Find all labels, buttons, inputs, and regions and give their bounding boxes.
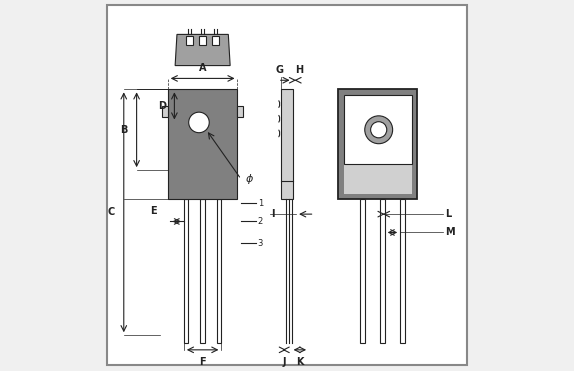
Bar [200, 200, 205, 342]
Bar [400, 200, 405, 342]
Bar [212, 36, 219, 45]
Circle shape [371, 122, 387, 138]
Bar [360, 200, 364, 342]
Bar [281, 89, 293, 200]
Bar [344, 95, 412, 164]
Bar [217, 200, 222, 342]
Text: 1: 1 [258, 198, 263, 208]
Text: I: I [271, 209, 274, 219]
Bar [344, 164, 412, 194]
Text: A: A [199, 63, 207, 73]
Bar [238, 106, 243, 117]
Text: L: L [445, 209, 451, 219]
Bar [168, 89, 238, 200]
Circle shape [189, 112, 210, 133]
Bar [199, 36, 206, 45]
Text: C: C [107, 207, 115, 217]
Text: 2: 2 [258, 217, 263, 226]
Bar [338, 89, 417, 200]
Text: E: E [150, 206, 157, 216]
Bar [162, 106, 168, 117]
Polygon shape [175, 35, 230, 66]
Bar [380, 200, 385, 342]
Text: J: J [282, 357, 286, 367]
Text: G: G [276, 65, 284, 75]
Bar [344, 95, 412, 164]
Text: $\phi$: $\phi$ [245, 172, 254, 186]
Text: 3: 3 [258, 239, 263, 248]
Text: K: K [296, 357, 304, 367]
Text: D: D [158, 101, 166, 111]
Bar [187, 36, 193, 45]
Bar [184, 200, 188, 342]
Text: F: F [199, 357, 206, 367]
Text: B: B [120, 125, 127, 135]
Text: M: M [445, 227, 455, 237]
Text: H: H [295, 65, 303, 75]
Circle shape [364, 116, 393, 144]
